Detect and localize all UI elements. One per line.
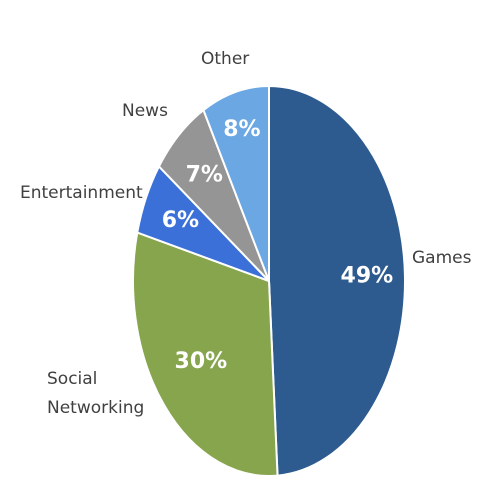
value-label: 8% xyxy=(223,117,260,142)
category-label: News xyxy=(122,101,168,121)
pie-slice xyxy=(268,84,406,477)
pie-slice xyxy=(202,84,270,282)
value-label: 6% xyxy=(162,208,199,233)
category-label: Social Networking xyxy=(47,369,145,418)
value-label: 49% xyxy=(341,264,394,289)
category-label: Games xyxy=(412,248,472,268)
value-label: 30% xyxy=(175,349,228,374)
value-label: 7% xyxy=(186,163,223,188)
category-label: Other xyxy=(201,49,250,69)
pie-slice xyxy=(132,231,279,477)
category-label: Entertainment xyxy=(20,183,143,203)
